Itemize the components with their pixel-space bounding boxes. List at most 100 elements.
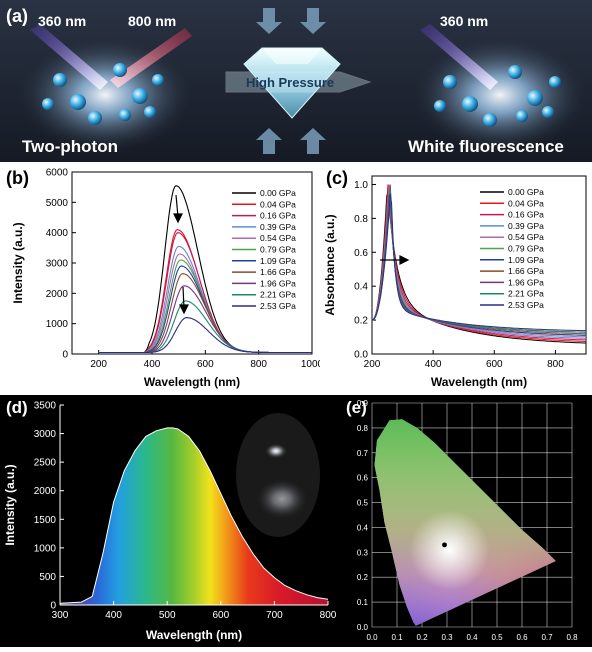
legend-entry: 1.66 GPa xyxy=(508,266,544,276)
y-tick-label: 2000 xyxy=(46,289,69,300)
x-tick-label: 0.6 xyxy=(516,633,528,642)
legend-entry: 2.53 GPa xyxy=(260,301,296,311)
series-line xyxy=(371,192,586,344)
legend-entry: 1.09 GPa xyxy=(508,255,544,265)
y-tick-label: 1000 xyxy=(34,543,57,554)
cie-coordinate-point xyxy=(442,542,447,548)
legend-entry: 0.54 GPa xyxy=(260,233,296,243)
panel-c-label: (c) xyxy=(326,168,348,188)
panel-d-label: (d) xyxy=(6,398,28,417)
panel-d-xlabel: Wavelength (nm) xyxy=(146,628,242,642)
panel-d-spectrum-area xyxy=(60,427,328,605)
series-line xyxy=(371,189,586,341)
y-tick-label: 1.0 xyxy=(354,180,368,191)
series-line xyxy=(98,317,312,354)
legend-entry: 0.54 GPa xyxy=(508,232,544,242)
x-tick-label: 400 xyxy=(144,359,161,370)
panel-d-chart: (d) 300 400 500 600 700 800 0 500 1000 1500 2000 25… xyxy=(3,398,337,642)
x-tick-label: 0.7 xyxy=(541,633,553,642)
panel-c-arrow xyxy=(380,255,410,265)
series-line xyxy=(371,193,587,332)
legend-entry: 1.96 GPa xyxy=(508,277,544,287)
panel-c-chart: (c) 200 400 600 800 0.0 0.2 0.4 0.6 0.8 1.0 0.00 … xyxy=(323,168,587,389)
y-tick-label: 4000 xyxy=(46,228,69,239)
panel-b-arrows xyxy=(173,194,189,315)
white-fluorescence-caption: White fluorescence xyxy=(408,137,564,156)
x-tick-label: 0.5 xyxy=(491,633,503,642)
high-pressure-label: High Pressure xyxy=(246,75,334,90)
legend-entry: 0.39 GPa xyxy=(260,222,296,232)
panel-b-xlabel: Wavelength (nm) xyxy=(144,375,240,389)
legend-entry: 0.39 GPa xyxy=(508,221,544,231)
x-tick-label: 0.1 xyxy=(391,633,403,642)
legend-entry: 1.96 GPa xyxy=(260,278,296,288)
y-tick-label: 0.1 xyxy=(357,598,369,607)
legend-entry: 0.04 GPa xyxy=(508,198,544,208)
series-line xyxy=(371,192,587,335)
panel-e-chart: (e) 0.0 0.1 0.2 0.3 0.4 0.5 0.6 0.7 0.8 0.0 0.1 0.2… xyxy=(346,398,578,642)
x-tick-label: 800 xyxy=(250,359,267,370)
legend-entry: 2.21 GPa xyxy=(508,289,544,299)
sample-emission-spot xyxy=(264,443,288,459)
cie-gamut-fill xyxy=(374,419,556,626)
series-line xyxy=(371,184,586,338)
sample-white-emission xyxy=(254,477,310,521)
left-wavelength-800: 800 nm xyxy=(128,13,176,29)
x-tick-label: 500 xyxy=(159,610,176,621)
legend-entry: 0.00 GPa xyxy=(260,188,296,198)
y-tick-label: 0.2 xyxy=(357,573,369,582)
y-tick-label: 0.7 xyxy=(357,449,369,458)
x-tick-label: 200 xyxy=(364,359,381,370)
right-wavelength-360: 360 nm xyxy=(440,13,488,29)
y-tick-label: 0.8 xyxy=(354,214,368,225)
y-tick-label: 0.6 xyxy=(357,474,369,483)
panel-a-label: (a) xyxy=(6,6,28,26)
panel-d: (d) 300 400 500 600 700 800 0 500 1000 1500 2000 25… xyxy=(0,395,340,647)
series-line xyxy=(371,194,586,336)
x-tick-label: 0.4 xyxy=(466,633,478,642)
left-wavelength-360: 360 nm xyxy=(38,13,86,29)
x-tick-label: 0.0 xyxy=(366,633,378,642)
panel-b-chart: (b) 200 400 600 800 1000 0 1000 2000 3000 4000 500… xyxy=(6,168,320,390)
legend-entry: 0.79 GPa xyxy=(260,245,296,255)
legend-entry: 0.79 GPa xyxy=(508,244,544,254)
panel-e: (e) 0.0 0.1 0.2 0.3 0.4 0.5 0.6 0.7 0.8 0.0 0.1 0.2… xyxy=(340,395,592,647)
y-tick-label: 0.3 xyxy=(357,548,369,557)
legend-entry: 1.66 GPa xyxy=(260,267,296,277)
y-tick-label: 0.8 xyxy=(357,424,369,433)
x-tick-label: 600 xyxy=(212,610,229,621)
panel-a-illustration: (a) 360 nm 800 nm High Pressure 360 nm T… xyxy=(0,0,592,162)
panel-c-ylabel: Absorbance (a.u.) xyxy=(323,214,337,315)
panel-e-label: (e) xyxy=(346,398,367,417)
y-tick-label: 0.4 xyxy=(357,523,369,532)
x-tick-label: 400 xyxy=(105,610,122,621)
x-tick-label: 1000 xyxy=(301,359,320,370)
y-tick-label: 0.0 xyxy=(357,623,369,632)
y-tick-label: 0.9 xyxy=(357,399,369,408)
panel-b-label: (b) xyxy=(6,168,29,188)
y-tick-label: 3000 xyxy=(46,259,69,270)
legend-entry: 0.16 GPa xyxy=(260,211,296,221)
legend-entry: 2.21 GPa xyxy=(260,290,296,300)
x-tick-label: 300 xyxy=(52,610,69,621)
y-tick-label: 1500 xyxy=(34,515,57,526)
y-tick-label: 5000 xyxy=(46,198,69,209)
x-tick-label: 0.2 xyxy=(416,633,428,642)
y-tick-label: 2000 xyxy=(34,486,57,497)
x-tick-label: 200 xyxy=(90,359,107,370)
legend-entry: 0.04 GPa xyxy=(260,199,296,209)
x-tick-label: 0.3 xyxy=(441,633,453,642)
panel-d-ylabel: Intensity (a.u.) xyxy=(3,464,17,545)
y-tick-label: 500 xyxy=(39,572,56,583)
series-line xyxy=(371,184,586,342)
y-tick-label: 0.5 xyxy=(357,499,369,508)
x-tick-label: 600 xyxy=(486,359,503,370)
y-tick-label: 0.0 xyxy=(354,350,368,361)
y-tick-label: 6000 xyxy=(46,168,69,179)
panel-a-artwork: (a) 360 nm 800 nm High Pressure 360 nm T… xyxy=(0,0,592,162)
y-tick-label: 0.4 xyxy=(354,282,368,293)
x-tick-label: 700 xyxy=(266,610,283,621)
x-tick-label: 400 xyxy=(425,359,442,370)
legend-entry: 1.09 GPa xyxy=(260,256,296,266)
y-tick-label: 0 xyxy=(62,350,68,361)
